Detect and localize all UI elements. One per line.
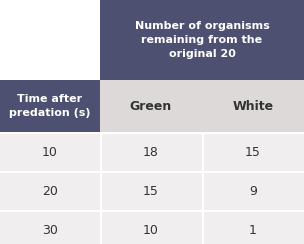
Text: 30: 30	[42, 224, 58, 237]
Bar	[0, 132, 304, 134]
Text: 20: 20	[42, 185, 58, 198]
Bar	[0, 210, 304, 212]
Text: Green: Green	[130, 100, 172, 112]
Bar	[0, 134, 304, 171]
Bar	[0, 80, 100, 132]
Text: 10: 10	[143, 224, 159, 237]
Text: Time after
predation (s): Time after predation (s)	[9, 94, 91, 118]
Text: 18: 18	[143, 146, 159, 159]
Bar	[202, 134, 204, 171]
Bar	[0, 173, 304, 210]
Bar	[0, 171, 304, 173]
Text: 15: 15	[143, 185, 159, 198]
Bar	[202, 173, 204, 210]
Bar	[100, 134, 102, 171]
Bar	[0, 212, 304, 244]
Text: Number of organisms
remaining from the
original 20: Number of organisms remaining from the o…	[135, 21, 269, 59]
Bar	[202, 80, 304, 132]
Bar	[202, 212, 204, 244]
Bar	[100, 212, 102, 244]
Text: 10: 10	[42, 146, 58, 159]
Text: 9: 9	[249, 185, 257, 198]
Bar	[0, 0, 100, 80]
Text: White: White	[233, 100, 274, 112]
Text: 15: 15	[245, 146, 261, 159]
Bar	[100, 0, 304, 80]
Bar	[100, 80, 202, 132]
Text: 1: 1	[249, 224, 257, 237]
Bar	[100, 173, 102, 210]
